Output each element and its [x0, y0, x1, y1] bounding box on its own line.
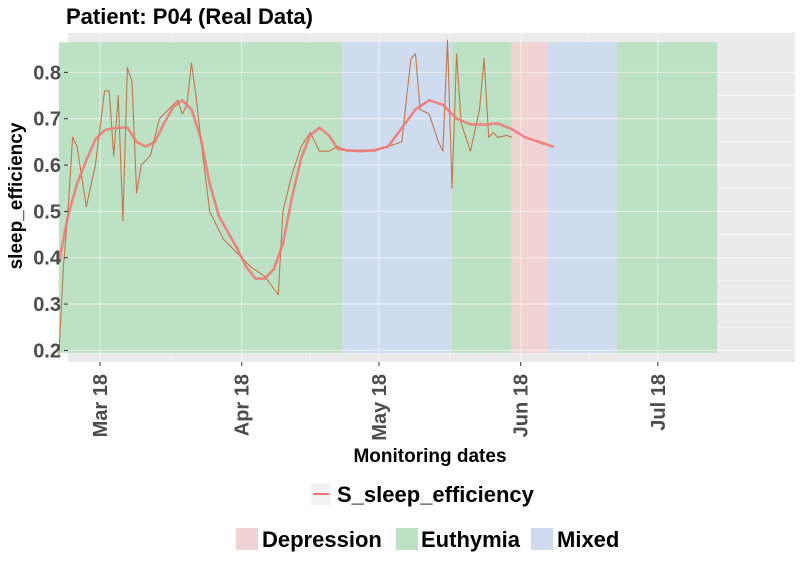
y-tick-label: 0.7	[33, 109, 61, 131]
y-tick-label: 0.3	[33, 294, 61, 316]
legend-label-euthymia: Euthymia	[421, 527, 521, 552]
legend-key-euthymia	[396, 528, 418, 550]
x-tick-label: Jul 18	[648, 374, 670, 431]
chart-title: Patient: P04 (Real Data)	[66, 4, 313, 29]
y-tick-label: 0.5	[33, 201, 61, 223]
y-tick-label: 0.6	[33, 155, 61, 177]
band-mixed	[548, 42, 617, 353]
x-tick-label: Jun 18	[511, 374, 533, 437]
y-tick-label: 0.8	[33, 62, 61, 84]
series-line-s-sleep-efficiency	[57, 98, 555, 280]
y-tick-label: 0.4	[33, 248, 62, 270]
legend-label-s-sleep-efficiency: S_sleep_efficiency	[337, 482, 535, 507]
legend: S_sleep_efficiency Depression Euthymia Mixe…	[236, 482, 619, 552]
legend-label-mixed: Mixed	[557, 527, 619, 552]
y-axis: 0.2 0.3 0.4 0.5 0.6 0.7 0.8	[33, 62, 68, 362]
legend-label-depression: Depression	[262, 527, 382, 552]
x-tick-label: May 18	[369, 374, 391, 441]
series-lines	[57, 39, 555, 356]
grid-major	[68, 33, 795, 362]
band-euthymia	[452, 42, 512, 353]
band-mixed	[342, 42, 453, 353]
y-axis-label: sleep_efficiency	[6, 122, 27, 269]
legend-key-mixed	[531, 528, 553, 550]
band-euthymia	[616, 42, 718, 353]
x-tick-label: Apr 18	[232, 374, 254, 436]
y-tick-label: 0.2	[33, 340, 61, 362]
x-axis: Mar 18 Apr 18 May 18 Jun 18 Jul 18	[90, 362, 670, 441]
x-axis-label: Monitoring dates	[353, 446, 506, 467]
x-tick-label: Mar 18	[90, 374, 112, 437]
band-depression	[511, 42, 549, 353]
band-euthymia	[58, 42, 343, 353]
series-line-sleep-efficiency	[58, 39, 513, 356]
legend-key-depression	[236, 528, 258, 550]
state-bands	[58, 42, 718, 353]
